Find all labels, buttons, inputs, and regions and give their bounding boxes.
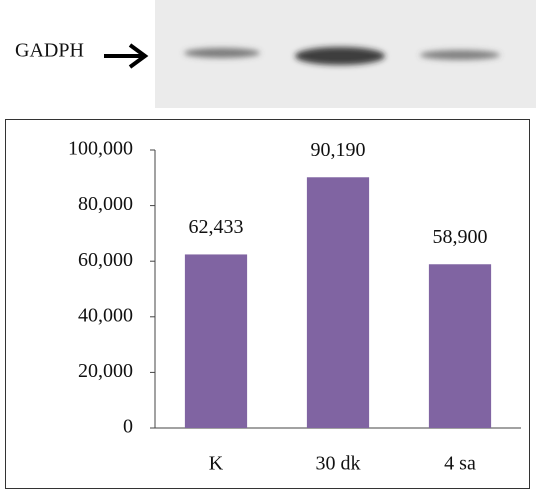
x-tick-label: 30 dk bbox=[316, 453, 361, 475]
y-tick-label: 40,000 bbox=[78, 304, 133, 326]
blot-bands bbox=[184, 47, 500, 65]
y-tick-label: 20,000 bbox=[78, 360, 133, 382]
bar bbox=[428, 264, 492, 428]
y-tick-label: 60,000 bbox=[78, 249, 133, 271]
chart-frame bbox=[5, 119, 530, 489]
x-tick-label: K bbox=[209, 453, 224, 475]
data-label: 90,190 bbox=[311, 139, 366, 161]
bar bbox=[306, 177, 370, 428]
y-tick-label: 100,000 bbox=[68, 138, 133, 160]
data-label: 58,900 bbox=[433, 226, 488, 248]
data-label: 62,433 bbox=[189, 216, 244, 238]
bar bbox=[184, 254, 248, 428]
blot-label: GADPH bbox=[15, 40, 84, 62]
arrow bbox=[104, 43, 149, 69]
x-tick-label: 4 sa bbox=[444, 453, 476, 475]
y-tick-label: 0 bbox=[123, 416, 133, 438]
y-tick-label: 80,000 bbox=[78, 193, 133, 215]
